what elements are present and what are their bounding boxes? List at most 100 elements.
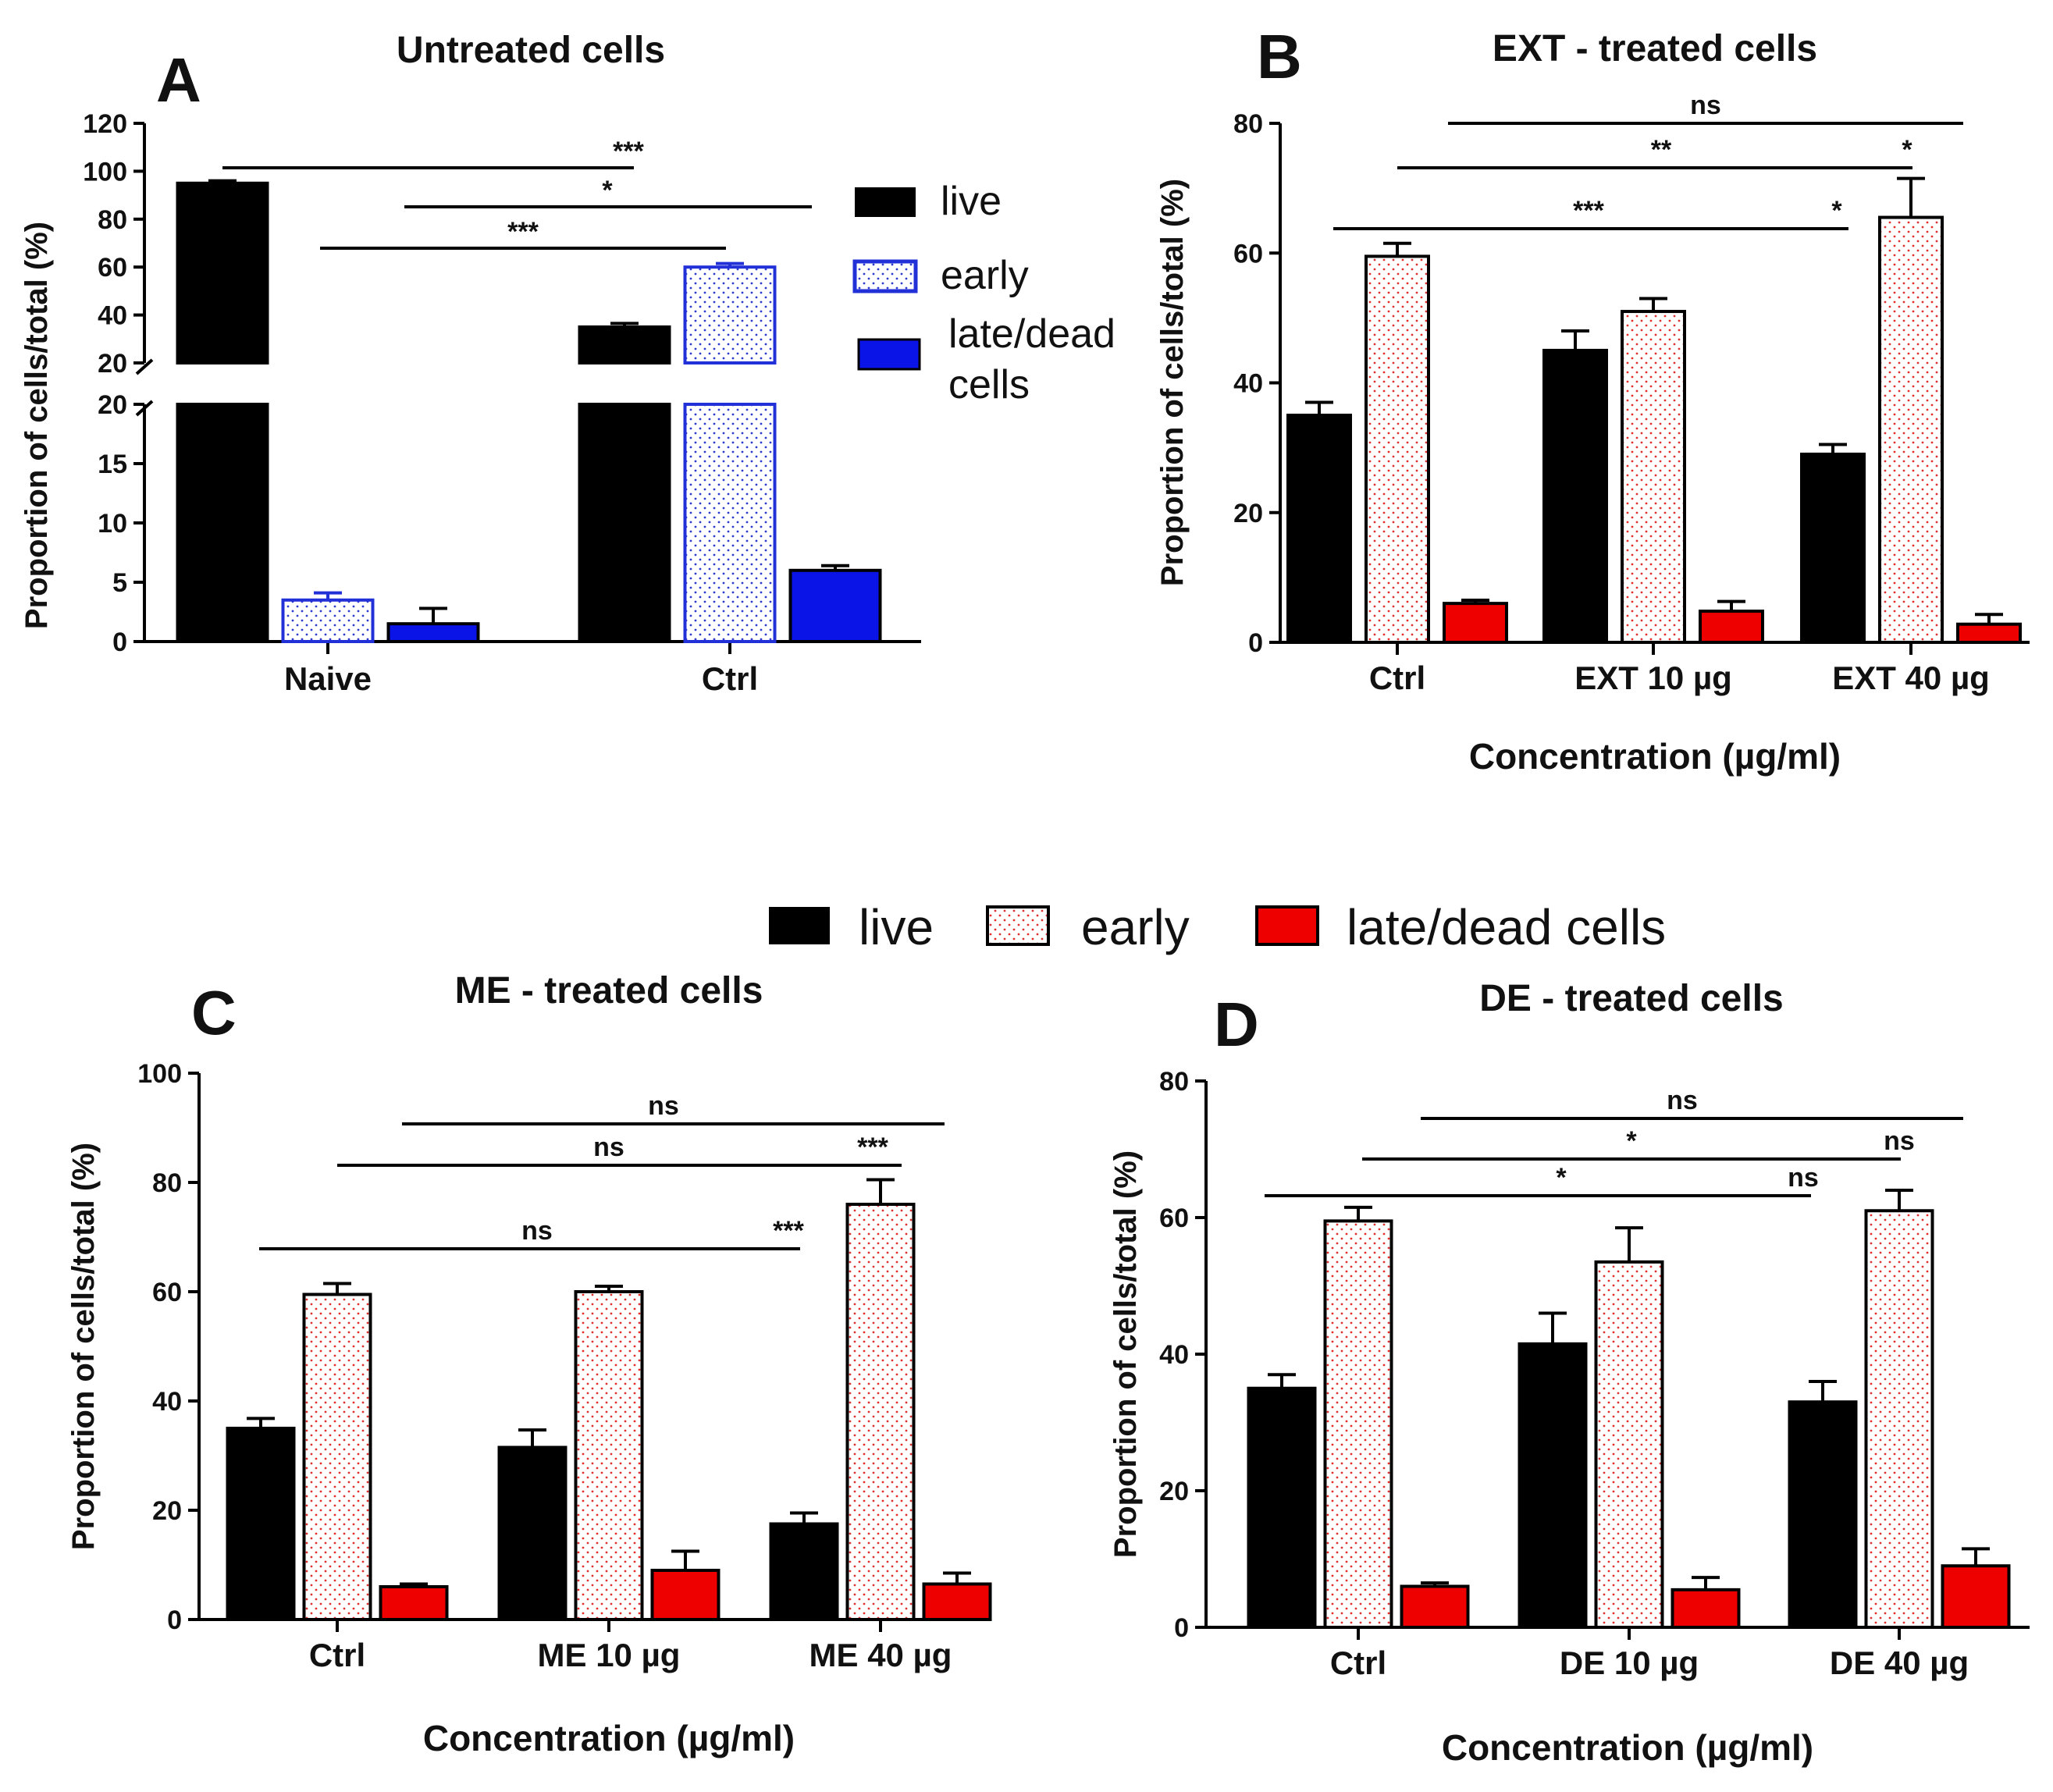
significance-end-mark-b: * (1831, 196, 1842, 226)
x-tick-label-c: Ctrl (309, 1637, 365, 1673)
bar-live-upper-a (578, 325, 671, 365)
x-tick-label-d: Ctrl (1330, 1644, 1386, 1681)
shared-legend-swatch-early (986, 905, 1050, 946)
bar-late-c (650, 1569, 721, 1621)
x-tick-label-d: DE 40 µg (1830, 1644, 1969, 1681)
axes-a: 20 40 60 80 100 120 0 5 10 15 20 Naive Ctrl (83, 109, 921, 697)
shared-legend-label-early: early (1081, 899, 1190, 955)
y-tick-label-d: 20 (1159, 1477, 1189, 1506)
bar-late-d (1941, 1564, 2011, 1629)
bar-early-c (845, 1203, 916, 1621)
significance-label-d: ns (1667, 1086, 1698, 1115)
x-tick-label-b: EXT 40 µg (1832, 660, 1990, 696)
bar-early-d (1323, 1219, 1393, 1629)
y-tick-label-b: 40 (1233, 369, 1263, 399)
x-tick-label-a: Naive (284, 660, 372, 697)
bar-late-a (788, 568, 882, 643)
significance-d: ns * ns * ns (1265, 1086, 1963, 1197)
panel-d: D DE - treated cells Proportion of cells… (1108, 978, 2030, 1768)
significance-label-c: ns (593, 1132, 624, 1162)
bars-b (1286, 176, 2022, 644)
y-tick-label-a: 20 (98, 390, 127, 420)
bar-early-b (1365, 254, 1430, 644)
bar-late-b (1443, 602, 1508, 644)
significance-b: ns** **** * (1333, 91, 1963, 230)
y-tick-label-b: 0 (1248, 628, 1263, 658)
bars-c (226, 1178, 992, 1621)
significance-label-b: *** (1573, 196, 1604, 226)
y-tick-label-a: 15 (98, 450, 127, 479)
y-tick-label-a: 5 (112, 568, 127, 598)
y-tick-label-d: 80 (1159, 1067, 1189, 1097)
panel-letter-a: A (156, 45, 201, 115)
bar-early-d (1864, 1209, 1934, 1629)
bar-live-lower-a (578, 403, 671, 643)
y-tick-label-a: 0 (112, 628, 127, 657)
x-tick-label-c: ME 40 µg (809, 1637, 952, 1673)
legend-swatch-live (855, 187, 916, 217)
x-tick-label-a: Ctrl (702, 660, 758, 697)
significance-label-c: ns (648, 1091, 679, 1121)
bar-live-c (769, 1522, 839, 1621)
bar-live-b (1542, 348, 1608, 644)
significance-end-mark-d: ns (1884, 1126, 1915, 1156)
y-axis-label-b: Proportion of cells/total (%) (1155, 179, 1190, 586)
y-tick-label-a: 40 (98, 301, 127, 331)
bar-late-c (922, 1582, 992, 1621)
bar-late-b (1956, 622, 2022, 644)
y-tick-label-c: 20 (152, 1496, 182, 1526)
bar-live-d (1788, 1400, 1858, 1629)
y-tick-label-b: 80 (1233, 109, 1263, 139)
x-tick-label-b: Ctrl (1369, 660, 1425, 696)
axes-c: 0 20 40 60 80 100 Ctrl ME 10 µg ME 40 µg (137, 1059, 984, 1673)
legend-a: live early late/dead cells (852, 179, 1115, 407)
legend-swatch-early (852, 259, 918, 293)
y-axis-label-a: Proportion of cells/total (%) (20, 222, 54, 629)
significance-end-mark-c: *** (857, 1132, 888, 1162)
y-tick-label-d: 60 (1159, 1204, 1189, 1233)
panel-b: B EXT - treated cells Proportion of cell… (1155, 22, 2030, 777)
y-tick-label-a: 20 (98, 349, 127, 379)
bar-late-c (379, 1585, 449, 1621)
bar-early-c (302, 1292, 372, 1621)
y-tick-label-c: 80 (152, 1168, 182, 1198)
bar-live-b (1286, 414, 1352, 644)
significance-label-c: ns (521, 1216, 553, 1246)
bar-early-b (1878, 215, 1944, 644)
bars-a (176, 179, 882, 644)
axis-break-mark-a (135, 400, 154, 417)
shared-legend-label-late: late/dead cells (1347, 899, 1666, 955)
shared-legend-swatch-late (1255, 905, 1319, 946)
x-tick-label-c: ME 10 µg (538, 1637, 681, 1673)
panel-a: A Untreated cells Proportion of cells/to… (20, 30, 1115, 697)
y-axis-label-c: Proportion of cells/total (%) (66, 1143, 101, 1550)
bar-late-b (1699, 610, 1764, 644)
significance-label-b: ns (1690, 91, 1721, 120)
bar-live-lower-a (176, 403, 269, 643)
bar-early-a (281, 598, 375, 643)
bar-early-lower-a (683, 403, 777, 643)
panel-c: C ME - treated cells Proportion of cells… (66, 970, 992, 1758)
bar-live-upper-a (176, 181, 269, 364)
shared-legend: live early late/dead cells (769, 899, 1666, 955)
y-tick-label-d: 0 (1174, 1613, 1189, 1643)
legend-label-cells: cells (948, 362, 1030, 407)
y-tick-label-c: 40 (152, 1387, 182, 1417)
y-tick-label-a: 60 (98, 253, 127, 283)
significance-label-d: * (1556, 1163, 1567, 1193)
significance-label-a: *** (613, 137, 644, 166)
panel-letter-c: C (191, 978, 237, 1047)
x-tick-label-b: EXT 10 µg (1574, 660, 1732, 696)
bar-late-a (386, 622, 480, 644)
bars-d (1247, 1189, 2011, 1629)
y-tick-label-b: 60 (1233, 239, 1263, 268)
bar-early-upper-a (683, 265, 777, 365)
chart-title-b: EXT - treated cells (1493, 28, 1817, 69)
legend-label-early: early (941, 253, 1029, 298)
bar-early-d (1594, 1260, 1664, 1629)
y-tick-label-c: 0 (167, 1605, 182, 1635)
y-tick-label-c: 100 (137, 1059, 182, 1089)
bar-live-d (1247, 1386, 1317, 1629)
